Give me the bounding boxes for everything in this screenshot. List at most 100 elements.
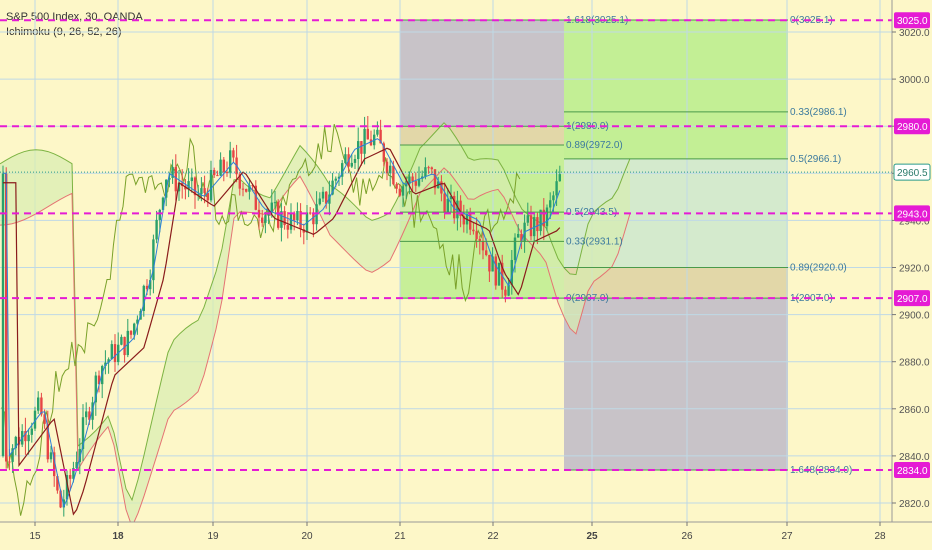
candle-body	[440, 181, 443, 194]
tenkan-line	[3, 138, 561, 509]
candle-body	[1, 173, 5, 456]
candle-body	[293, 213, 296, 221]
time-tick-label: 20	[301, 531, 313, 542]
candle-body	[81, 417, 85, 450]
candle-body	[309, 212, 312, 214]
candle-body	[37, 397, 40, 411]
candle-body	[158, 209, 161, 220]
candle-body	[152, 239, 155, 281]
candle-body	[536, 217, 539, 232]
candle-body	[529, 215, 533, 237]
candle-body	[161, 197, 165, 210]
candle-body	[280, 211, 283, 228]
fib-right-label: 0(3025.1)	[790, 15, 833, 26]
candle-body	[555, 181, 558, 196]
candle-body	[49, 452, 53, 460]
candle-body	[30, 428, 33, 435]
candle-body	[379, 129, 382, 144]
price-tick-label: 2900.0	[899, 311, 930, 322]
candle-body	[545, 207, 549, 227]
candle-body	[40, 397, 43, 415]
candle-body	[510, 259, 513, 285]
candle-body	[337, 176, 341, 179]
level-price-badge	[894, 462, 930, 479]
candle-body	[417, 178, 421, 186]
candle-body	[321, 191, 325, 199]
candle-body	[232, 150, 235, 158]
candle-body	[136, 319, 139, 324]
candle-body	[520, 233, 523, 242]
candle-body	[405, 183, 408, 187]
candle-body	[459, 200, 462, 217]
level-price-badge	[894, 12, 930, 29]
candle-body	[398, 188, 401, 196]
candle-body	[430, 167, 433, 170]
candle-body	[190, 177, 193, 182]
candle-body	[481, 241, 485, 251]
candle-body	[296, 210, 299, 221]
candle-body	[75, 462, 78, 469]
fib-zone-green-right	[564, 19, 788, 159]
candle-body	[376, 129, 379, 135]
candle-body	[104, 362, 107, 367]
candle-body	[360, 141, 363, 154]
fib-right-label: 0.33(2986.1)	[790, 107, 847, 118]
candle-body	[270, 202, 273, 213]
ichimoku-cloud	[0, 122, 630, 527]
candle-body	[341, 163, 344, 177]
candle-body	[149, 280, 152, 290]
candle-body	[8, 461, 11, 463]
price-tick-label: 2840.0	[899, 452, 930, 463]
candle-body	[273, 202, 277, 204]
price-tick-label: 2820.0	[899, 499, 930, 510]
time-axis	[0, 522, 932, 550]
candle-body	[56, 476, 59, 491]
candle-body	[488, 254, 491, 272]
fib-right-label: 0.5(2966.1)	[790, 154, 841, 165]
time-tick-label: 27	[781, 531, 793, 542]
candle-body	[353, 159, 357, 163]
candle-body	[318, 198, 321, 205]
candle-body	[11, 448, 14, 462]
candle-body	[27, 434, 30, 442]
candle-body	[325, 191, 328, 204]
fib-right-label: 0.89(2920.0)	[790, 263, 847, 274]
candle-body	[155, 219, 158, 240]
candle-body	[110, 344, 113, 360]
time-tick-label: 22	[487, 531, 499, 542]
candle-body	[497, 262, 501, 286]
candle-body	[78, 449, 81, 463]
candle-body	[385, 161, 389, 174]
candle-body	[443, 193, 446, 213]
candle-body	[392, 165, 395, 185]
candle-body	[203, 188, 206, 194]
kijun-line	[3, 147, 561, 516]
candle-body	[504, 289, 507, 296]
candle-body	[331, 180, 334, 195]
candle-body	[62, 499, 65, 508]
candle-body	[94, 375, 97, 403]
candle-body	[65, 475, 69, 500]
candle-body	[53, 452, 56, 477]
candle-body	[126, 330, 129, 356]
candle-body	[401, 186, 405, 196]
candle-body	[59, 490, 62, 508]
candle-body	[113, 344, 117, 363]
candle-body	[97, 375, 101, 385]
candle-body	[24, 431, 27, 442]
time-tick-label: 18	[112, 531, 124, 542]
level-price-badge	[894, 118, 930, 135]
price-tick-label: 2940.0	[899, 216, 930, 227]
time-tick-label: 28	[874, 531, 886, 542]
candle-body	[222, 159, 225, 172]
candle-body	[85, 411, 88, 418]
candle-body	[350, 162, 353, 167]
candle-body	[533, 217, 536, 237]
candle-body	[241, 188, 245, 190]
candle-body	[168, 177, 171, 180]
level-price-badge-text: 2980.0	[897, 122, 928, 133]
candle-body	[357, 141, 360, 160]
candle-body	[382, 143, 385, 162]
candle-body	[485, 250, 488, 255]
